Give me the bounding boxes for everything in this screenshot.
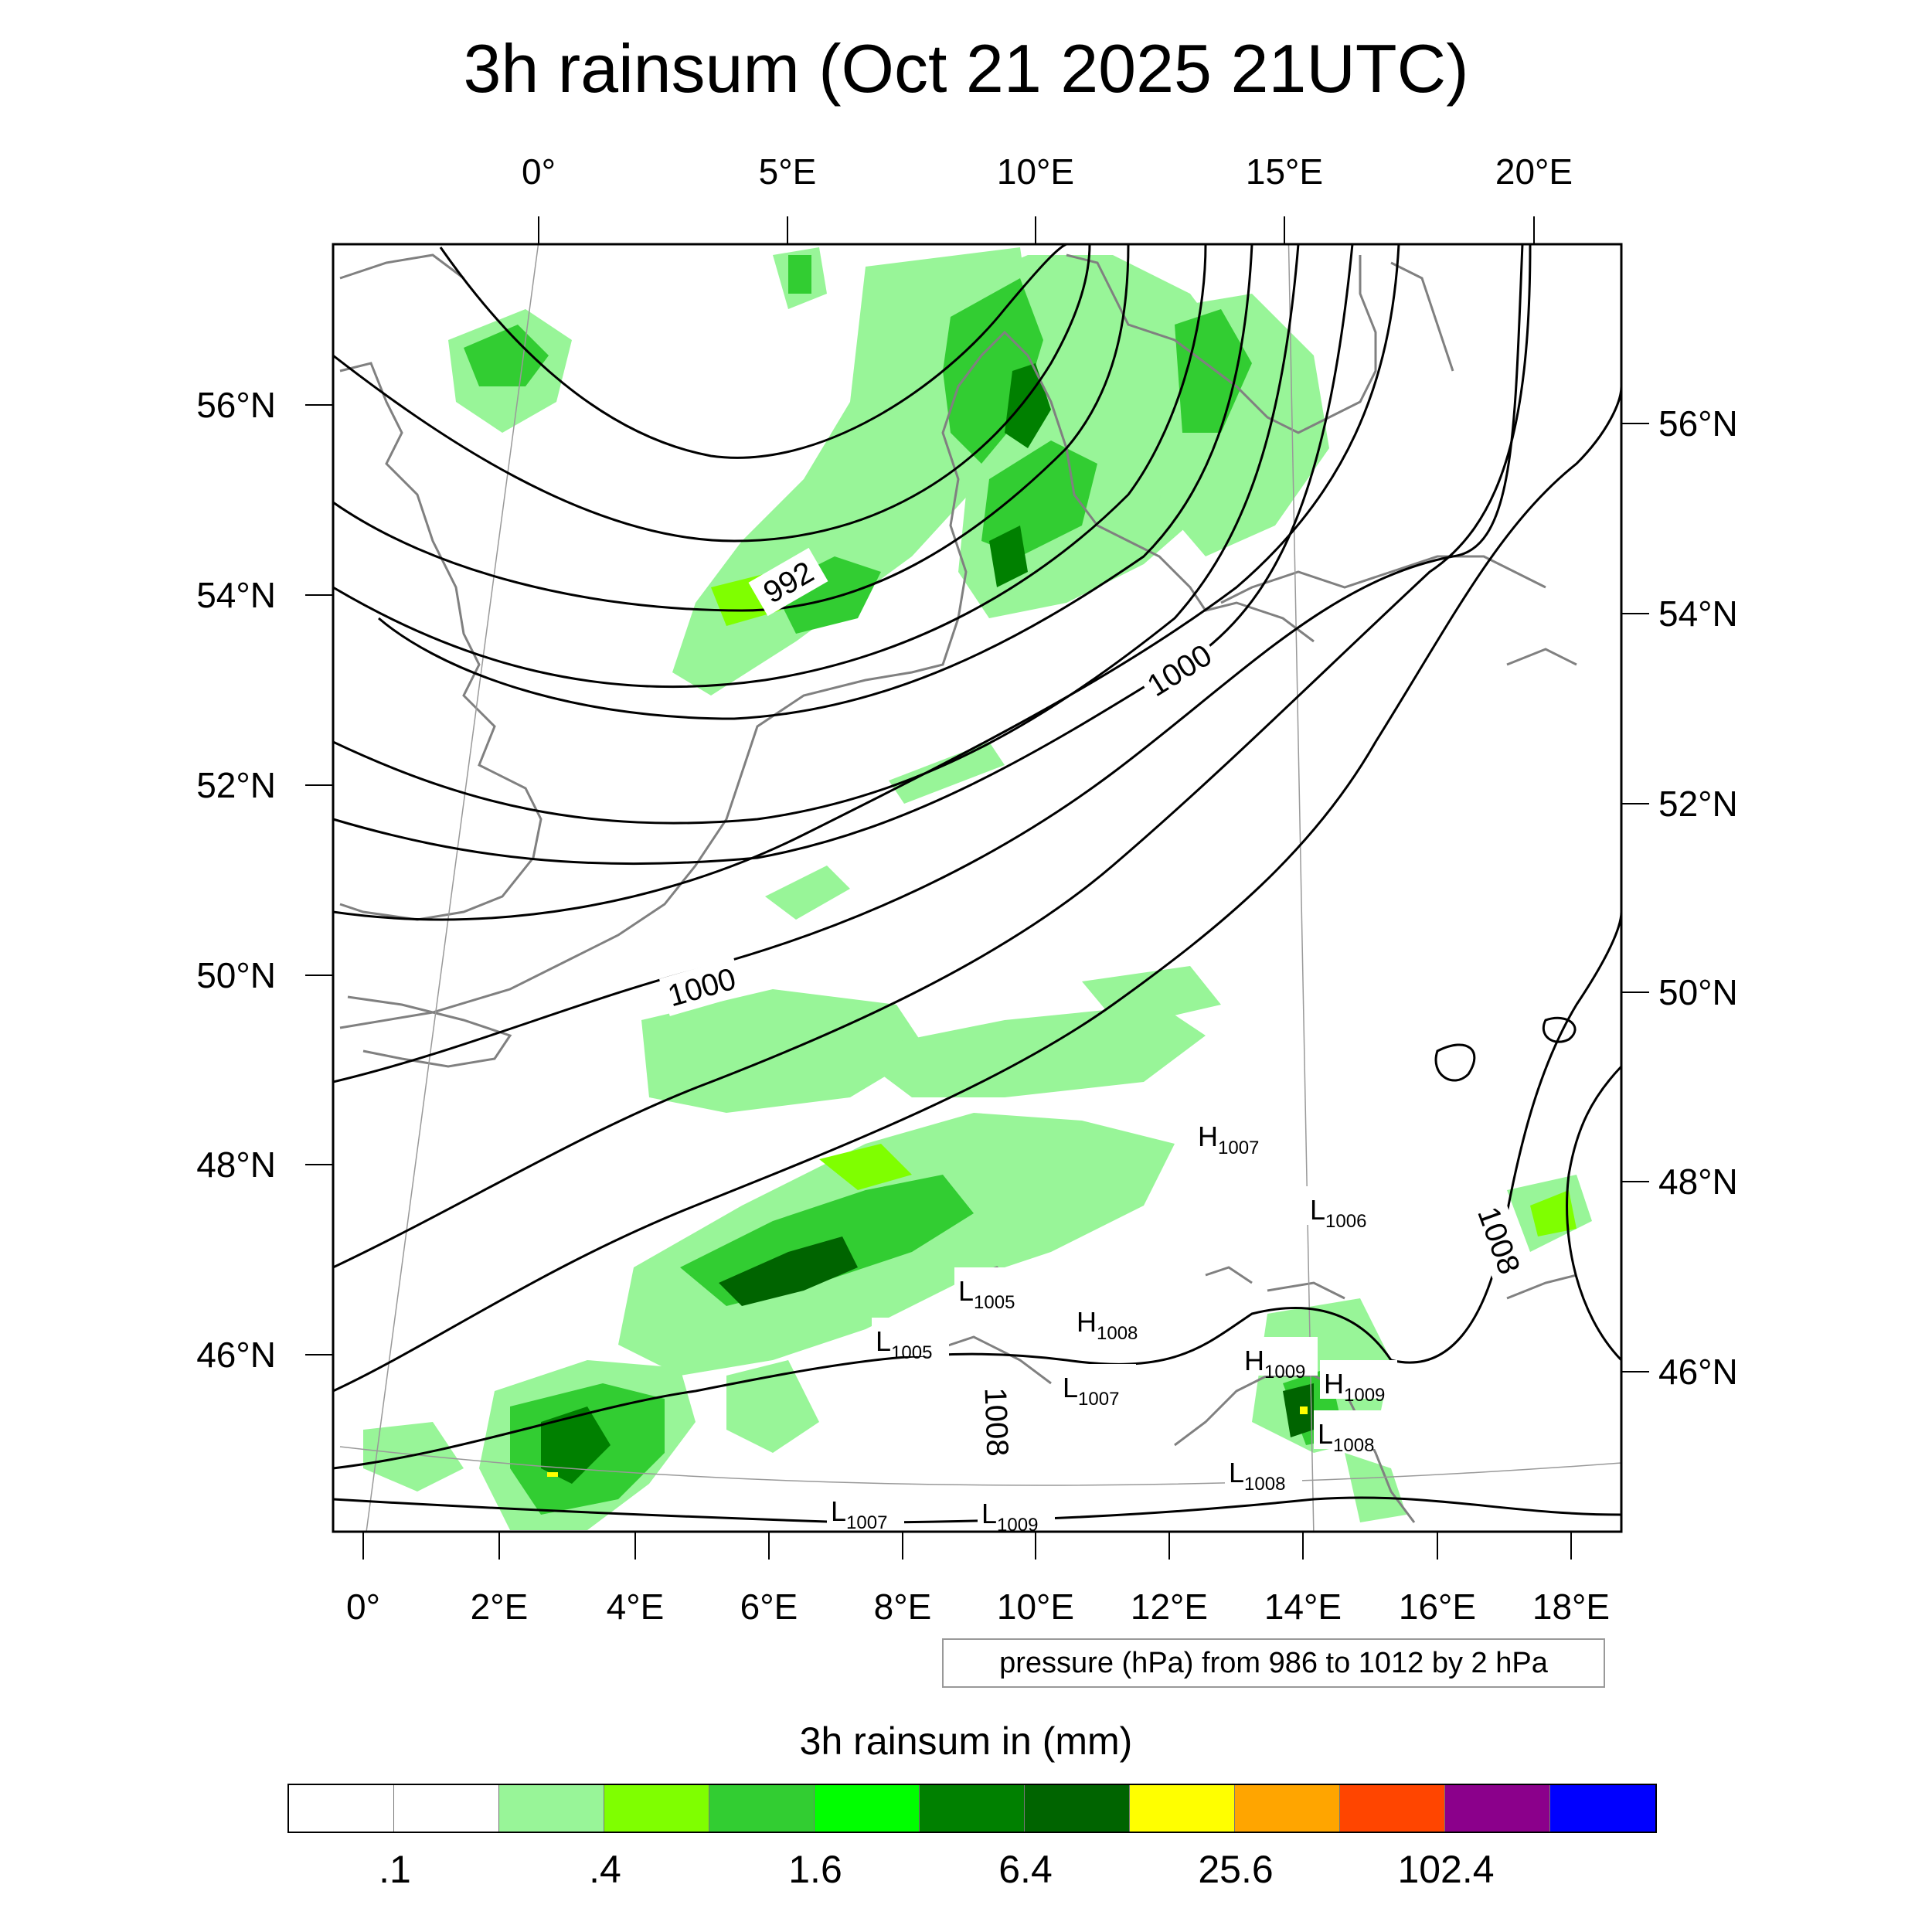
colorbar-tick-label: 25.6	[1198, 1848, 1274, 1891]
pressure-center: L1009	[978, 1490, 1055, 1536]
axis-ticks	[305, 216, 1649, 1560]
left-lat-label: 54°N	[196, 575, 276, 615]
svg-text:L1007: L1007	[1063, 1372, 1119, 1410]
right-lat-label: 48°N	[1658, 1162, 1738, 1202]
contour-info-box: pressure (hPa) from 986 to 1012 by 2 hPa	[942, 1638, 1605, 1688]
svg-text:L1009: L1009	[981, 1498, 1038, 1536]
right-lat-label: 50°N	[1658, 972, 1738, 1012]
graticule	[339, 244, 1621, 1532]
colorbar-swatch	[1550, 1785, 1655, 1832]
svg-text:H1007: H1007	[1198, 1121, 1259, 1158]
colorbar-swatch	[289, 1785, 394, 1832]
isobar-label: 1008	[978, 1387, 1014, 1457]
bottom-lon-label: 12°E	[1131, 1587, 1208, 1627]
pressure-center: H1008	[1073, 1298, 1150, 1344]
pressure-center: H1009	[1240, 1337, 1318, 1383]
colorbar-swatch	[1130, 1785, 1235, 1832]
colorbar-tick-label: 1.6	[788, 1848, 842, 1891]
top-lon-label: 10°E	[997, 151, 1074, 192]
colorbar-swatch	[1235, 1785, 1340, 1832]
colorbar-swatch	[394, 1785, 499, 1832]
pressure-centers: H1007 L1006 L1005 H1008 L1005 L1007 H100…	[827, 1113, 1397, 1536]
bottom-lon-labels: 0° 2°E 4°E 6°E 8°E 10°E 12°E 14°E 16°E 1…	[346, 1587, 1610, 1627]
left-lat-labels: 56°N 54°N 52°N 50°N 48°N 46°N	[196, 385, 276, 1375]
pressure-center: L1008	[1314, 1410, 1391, 1456]
bottom-lon-label: 4°E	[607, 1587, 665, 1627]
bottom-lon-label: 2°E	[471, 1587, 529, 1627]
bottom-lon-label: 14°E	[1264, 1587, 1342, 1627]
svg-text:H1009: H1009	[1324, 1368, 1385, 1406]
bottom-lon-label: 0°	[346, 1587, 380, 1627]
left-lat-label: 48°N	[196, 1145, 276, 1185]
colorbar-tick-label: 6.4	[998, 1848, 1053, 1891]
map-frame	[332, 243, 1623, 1533]
svg-text:L1008: L1008	[1318, 1418, 1374, 1456]
bottom-lon-label: 6°E	[740, 1587, 798, 1627]
colorbar-swatch	[709, 1785, 815, 1832]
right-lat-label: 54°N	[1658, 594, 1738, 634]
pressure-center: L1008	[1225, 1449, 1302, 1495]
svg-text:L1005: L1005	[958, 1275, 1015, 1313]
bottom-lon-label: 10°E	[997, 1587, 1074, 1627]
svg-text:H1008: H1008	[1077, 1306, 1138, 1344]
pressure-center: L1007	[1059, 1364, 1136, 1410]
precipitation-field	[363, 247, 1592, 1530]
svg-text:L1006: L1006	[1310, 1194, 1366, 1232]
right-lat-labels: 56°N 54°N 52°N 50°N 48°N 46°N	[1658, 403, 1738, 1392]
svg-text:H1009: H1009	[1244, 1345, 1305, 1383]
right-lat-label: 46°N	[1658, 1352, 1738, 1392]
colorbar	[287, 1784, 1657, 1833]
colorbar-tick-label: .4	[589, 1848, 621, 1891]
colorbar-swatch	[1445, 1785, 1550, 1832]
pressure-center: L1005	[872, 1318, 949, 1363]
colorbar-swatch	[499, 1785, 604, 1832]
left-lat-label: 50°N	[196, 955, 276, 995]
top-lon-label: 15°E	[1246, 151, 1323, 192]
colorbar-swatch	[604, 1785, 709, 1832]
bottom-lon-label: 8°E	[874, 1587, 932, 1627]
pressure-center: L1006	[1306, 1186, 1383, 1232]
right-lat-label: 56°N	[1658, 403, 1738, 444]
colorbar-title: 3h rainsum in (mm)	[799, 1719, 1133, 1763]
top-lon-label: 0°	[522, 151, 556, 192]
left-lat-label: 46°N	[196, 1335, 276, 1375]
isobars	[333, 244, 1621, 1524]
colorbar-swatch	[920, 1785, 1025, 1832]
colorbar-swatch	[1025, 1785, 1130, 1832]
colorbar-tick-label: .1	[379, 1848, 411, 1891]
bottom-lon-label: 16°E	[1399, 1587, 1476, 1627]
pressure-center: H1007	[1194, 1113, 1271, 1158]
top-lon-label: 5°E	[759, 151, 817, 192]
top-lon-label: 20°E	[1495, 151, 1573, 192]
left-lat-label: 52°N	[196, 765, 276, 805]
colorbar-tick-label: 102.4	[1397, 1848, 1495, 1891]
pressure-center: L1005	[954, 1267, 1032, 1313]
colorbar-swatch	[815, 1785, 920, 1832]
map-title: 3h rainsum (Oct 21 2025 21UTC)	[463, 30, 1469, 107]
bottom-lon-label: 18°E	[1532, 1587, 1610, 1627]
colorbar-swatch	[1340, 1785, 1445, 1832]
pressure-center: H1009	[1320, 1360, 1397, 1406]
left-lat-label: 56°N	[196, 385, 276, 425]
svg-text:L1005: L1005	[876, 1325, 932, 1363]
svg-text:L1008: L1008	[1229, 1457, 1285, 1495]
top-lon-labels: 0° 5°E 10°E 15°E 20°E	[522, 151, 1573, 192]
svg-text:L1007: L1007	[831, 1495, 887, 1533]
pressure-center: L1007	[827, 1488, 904, 1533]
right-lat-label: 52°N	[1658, 784, 1738, 824]
